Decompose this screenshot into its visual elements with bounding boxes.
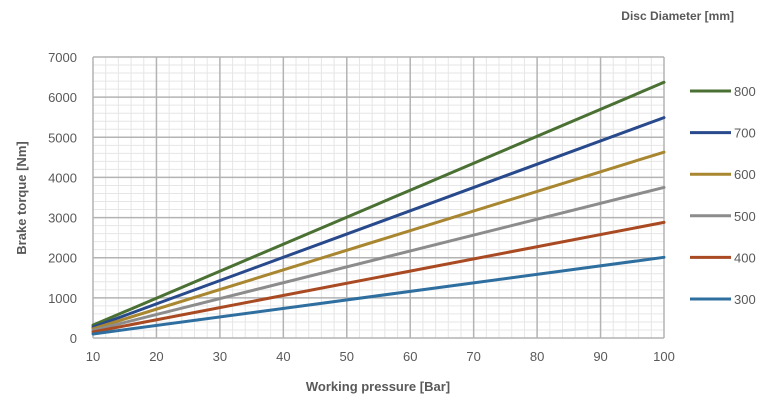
legend-label-600: 600 <box>734 167 756 182</box>
y-tick-label: 2000 <box>48 251 77 266</box>
y-axis-title: Brake torque [Nm] <box>14 141 29 254</box>
legend-label-700: 700 <box>734 126 756 141</box>
x-tick-label: 20 <box>149 349 163 364</box>
x-axis-title: Working pressure [Bar] <box>306 379 450 394</box>
series-lines <box>91 80 666 336</box>
legend: 800 700 600 500 400 300 <box>690 84 756 307</box>
legend-title: Disc Diameter [mm] <box>621 9 734 23</box>
legend-label-800: 800 <box>734 84 756 99</box>
x-tick-label: 10 <box>86 349 100 364</box>
y-tick-label: 7000 <box>48 50 77 65</box>
series-line-400 <box>91 220 666 334</box>
y-axis-ticks: 0 1000 2000 3000 4000 5000 6000 7000 <box>48 50 77 346</box>
x-tick-label: 80 <box>530 349 544 364</box>
y-tick-label: 0 <box>70 331 77 346</box>
legend-label-300: 300 <box>734 292 756 307</box>
legend-label-500: 500 <box>734 209 756 224</box>
series-line-300 <box>91 255 666 336</box>
series-line-500 <box>91 185 666 332</box>
x-tick-label: 70 <box>466 349 480 364</box>
y-tick-label: 1000 <box>48 291 77 306</box>
y-tick-label: 5000 <box>48 130 77 145</box>
series-line-600 <box>91 150 666 331</box>
x-tick-label: 60 <box>403 349 417 364</box>
series-line-800 <box>91 80 666 327</box>
y-tick-label: 4000 <box>48 170 77 185</box>
x-axis-ticks: 10 20 30 40 50 60 70 80 90 100 <box>86 349 675 364</box>
x-tick-label: 40 <box>276 349 290 364</box>
x-tick-label: 90 <box>593 349 607 364</box>
series-line-700 <box>91 116 666 329</box>
x-tick-label: 30 <box>213 349 227 364</box>
x-tick-label: 50 <box>340 349 354 364</box>
plot-grid <box>92 56 665 339</box>
legend-label-400: 400 <box>734 250 756 265</box>
y-tick-label: 3000 <box>48 211 77 226</box>
y-tick-label: 6000 <box>48 90 77 105</box>
x-tick-label: 100 <box>653 349 675 364</box>
